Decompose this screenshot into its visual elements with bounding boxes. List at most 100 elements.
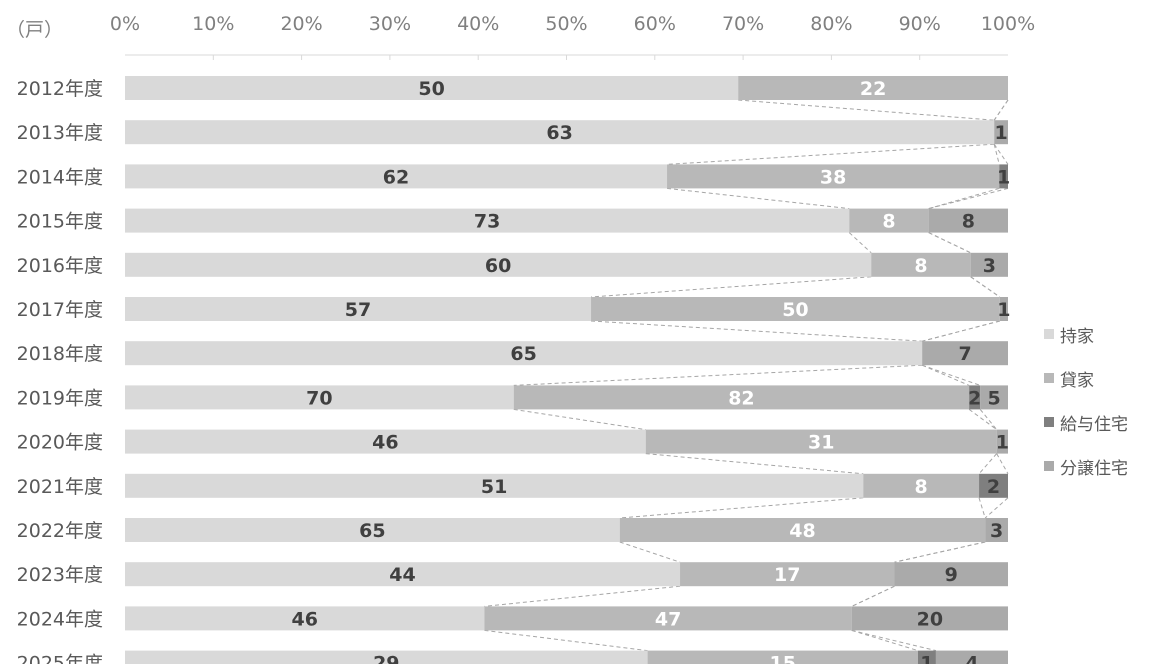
series-line	[928, 232, 971, 254]
series-line	[738, 99, 995, 121]
data-label: 44	[389, 564, 415, 586]
category-label: 2013年度	[17, 122, 103, 144]
data-label: 9	[945, 564, 958, 586]
bar-segment	[996, 429, 1008, 454]
data-label: 3	[983, 255, 996, 277]
bar-segment	[125, 164, 668, 189]
bar-segment	[125, 76, 739, 100]
data-label: 29	[373, 653, 399, 664]
x-tick-label: 90%	[899, 13, 941, 35]
data-label: 62	[383, 166, 409, 188]
bar-segment	[591, 297, 1000, 321]
legend-item: 給与住宅	[1044, 400, 1128, 444]
x-tick-label: 70%	[722, 13, 764, 35]
unit-label: （戸）	[6, 19, 63, 41]
bar-segment	[863, 473, 980, 498]
x-tick-label: 20%	[280, 13, 322, 35]
series-line	[928, 187, 1009, 210]
bar-segment	[125, 473, 864, 498]
series-line	[851, 629, 919, 652]
data-label: 5	[987, 387, 1000, 409]
bar-segment	[125, 562, 681, 587]
data-label: 38	[820, 166, 846, 188]
category-label: 2018年度	[17, 343, 103, 365]
series-lines	[484, 99, 1009, 652]
category-label: 2024年度	[17, 608, 103, 630]
series-line	[970, 276, 1001, 298]
category-label: 2019年度	[17, 387, 103, 409]
series-line	[848, 232, 872, 254]
series-line	[666, 187, 850, 210]
data-label: 47	[655, 608, 681, 630]
series-line	[921, 364, 970, 386]
x-tick-label: 40%	[457, 13, 499, 35]
bar-segment	[619, 518, 986, 542]
bar-segment	[894, 562, 1008, 587]
legend-swatch	[1044, 461, 1054, 471]
bar-segment	[871, 252, 971, 277]
bar-segment	[979, 473, 1008, 498]
bar-segment	[985, 518, 1008, 542]
bar-segment	[999, 297, 1008, 321]
series-line	[922, 320, 1000, 342]
series-line	[922, 320, 1000, 342]
data-label: 73	[474, 211, 500, 233]
data-label: 50	[418, 78, 444, 100]
category-label: 2021年度	[17, 476, 103, 498]
series-line	[921, 364, 981, 386]
category-label: 2012年度	[17, 78, 103, 100]
bar-segment	[125, 297, 592, 321]
series-line	[619, 497, 864, 519]
bar-segment	[125, 341, 923, 366]
category-label: 2017年度	[17, 299, 103, 321]
data-label: 2	[987, 476, 1000, 498]
category-label: 2022年度	[17, 520, 103, 542]
data-label: 1	[996, 432, 1009, 454]
x-tick-label: 100%	[981, 13, 1035, 35]
data-label: 46	[372, 432, 398, 454]
data-label: 65	[359, 520, 385, 542]
category-label: 2025年度	[17, 653, 103, 664]
data-label: 57	[345, 299, 371, 321]
bar-segment	[647, 650, 918, 664]
series-line	[513, 408, 646, 431]
series-line	[851, 585, 895, 607]
data-label: 65	[510, 343, 536, 365]
category-label: 2015年度	[17, 211, 103, 233]
bar-segment	[513, 385, 970, 410]
series-line	[979, 409, 998, 430]
legend: 持家 貸家 給与住宅 分譲住宅	[1044, 312, 1128, 488]
category-label: 2023年度	[17, 564, 103, 586]
series-line	[590, 320, 923, 342]
legend-swatch	[1044, 373, 1054, 383]
series-line	[978, 497, 986, 519]
bar-segment	[922, 341, 1008, 366]
series-line	[993, 99, 1009, 121]
bar-segment	[125, 385, 514, 410]
legend-item: 貸家	[1044, 356, 1128, 400]
series-line	[590, 276, 872, 298]
bar-segment	[125, 429, 646, 454]
data-label: 7	[958, 343, 971, 365]
legend-item: 分譲住宅	[1044, 444, 1128, 488]
category-label: 2016年度	[17, 255, 103, 277]
legend-label: 給与住宅	[1060, 414, 1128, 435]
data-label: 3	[990, 520, 1003, 542]
x-tick-label: 80%	[810, 13, 852, 35]
legend-swatch	[1044, 417, 1054, 427]
legend-label: 貸家	[1060, 370, 1094, 391]
series-line	[928, 187, 1000, 210]
category-labels: 2012年度 2013年度 2014年度 2015年度 2016年度 2017年度 2018…	[17, 78, 103, 664]
bar-segment	[667, 164, 1000, 189]
series-line	[619, 541, 681, 563]
series-line	[645, 453, 864, 475]
x-tick-label: 30%	[369, 13, 411, 35]
series-line	[984, 497, 1009, 519]
data-label: 8	[962, 211, 975, 233]
bar-segment	[849, 208, 929, 233]
series-line	[978, 453, 998, 475]
bar-segment	[994, 120, 1008, 145]
bar-segment	[928, 208, 1008, 233]
bar-segment	[980, 385, 1008, 410]
